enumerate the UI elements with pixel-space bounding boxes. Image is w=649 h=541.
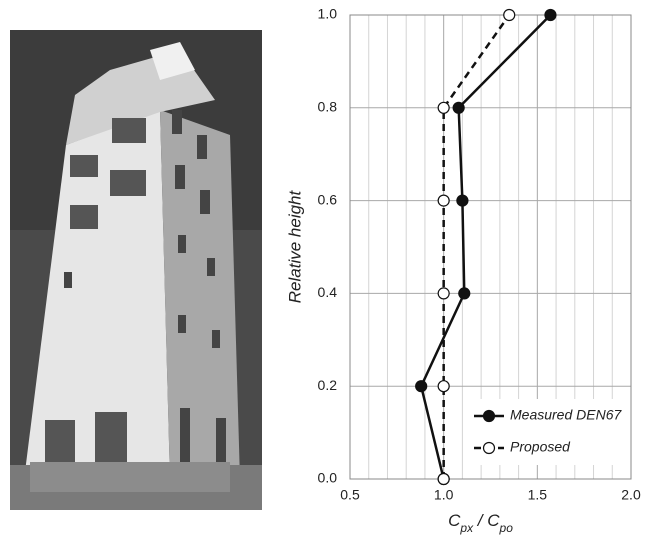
x-tick-label: 2.0 [621,487,641,503]
y-tick-label: 0.2 [318,377,338,393]
data-point [437,194,450,207]
x-axis-label-part: / C [473,511,500,530]
data-point [437,287,450,300]
data-point [544,8,557,22]
x-axis-label-subscript: po [499,521,514,535]
plot-frame [349,14,632,480]
legend-label: Measured DEN67 [510,407,622,423]
data-point [458,287,471,300]
y-tick-label: 0.4 [318,284,338,300]
series-line [419,14,552,480]
building-photo [10,30,262,510]
y-tick-label: 0.0 [318,470,338,486]
y-tick-label: 0.8 [318,99,338,115]
legend-label: Proposed [510,439,571,455]
x-axis-label-part: C [448,511,461,530]
x-tick-label: 1.5 [528,487,548,503]
x-axis-label-subscript: px [459,521,474,535]
legend-marker [482,441,496,455]
data-point [503,8,516,22]
data-point [456,194,469,207]
x-axis-label: Cpx / Cpo [448,511,513,535]
data-point [437,472,450,486]
data-point [415,380,428,393]
y-axis-label: Relative height [285,189,304,303]
legend-box [466,399,624,465]
y-tick-label: 1.0 [318,6,338,22]
data-point [437,101,450,114]
legend-marker [482,409,496,423]
x-tick-label: 1.0 [434,487,454,503]
data-point [437,380,450,393]
x-tick-label: 0.5 [340,487,360,503]
y-tick-label: 0.6 [318,191,338,207]
data-point [452,101,465,114]
series-line [442,14,511,479]
